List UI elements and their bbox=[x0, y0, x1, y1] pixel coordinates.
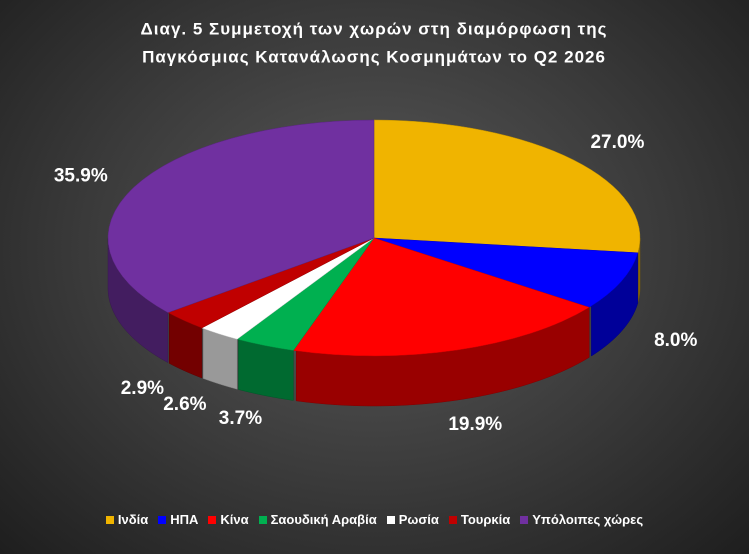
legend-item: Κίνα bbox=[208, 512, 249, 527]
data-label: 19.9% bbox=[448, 414, 502, 435]
chart-title: Διαγ. 5 Συμμετοχή των χωρών στη διαμόρφω… bbox=[141, 19, 608, 38]
legend-item: ΗΠΑ bbox=[158, 512, 198, 527]
data-label: 27.0% bbox=[590, 132, 644, 153]
data-label: 8.0% bbox=[654, 330, 697, 351]
legend-label: Ινδία bbox=[117, 512, 149, 527]
legend-swatch bbox=[520, 515, 529, 524]
legend-item: Σαουδική Αραβία bbox=[258, 512, 377, 527]
legend-swatch bbox=[208, 515, 217, 524]
slice bbox=[107, 119, 375, 313]
legend-item: Υπόλοιπες χώρες bbox=[520, 512, 643, 527]
legend-label: Ρωσία bbox=[398, 512, 439, 527]
legend-item: Τουρκία bbox=[448, 512, 511, 527]
data-label: 2.9% bbox=[121, 378, 164, 399]
data-label: 3.7% bbox=[219, 408, 262, 429]
legend-item: Ινδία bbox=[105, 512, 149, 527]
legend-swatch bbox=[386, 515, 395, 524]
legend-label: Υπόλοιπες χώρες bbox=[532, 512, 644, 527]
legend-item: Ρωσία bbox=[386, 512, 439, 527]
legend-label: Σαουδική Αραβία bbox=[270, 512, 377, 527]
legend-label: Τουρκία bbox=[460, 512, 511, 527]
legend-swatch bbox=[158, 515, 167, 524]
legend-swatch bbox=[448, 515, 457, 524]
chart-title: Παγκόσμιας Κατανάλωσης Κοσμημάτων το Q2 … bbox=[142, 47, 606, 66]
slice bbox=[292, 237, 590, 357]
slice bbox=[373, 237, 639, 308]
legend-label: ΗΠΑ bbox=[170, 512, 199, 527]
slice bbox=[373, 119, 641, 254]
legend-swatch bbox=[258, 515, 267, 524]
legend-label: Κίνα bbox=[220, 512, 249, 527]
legend-swatch bbox=[105, 515, 114, 524]
data-label: 2.6% bbox=[163, 394, 206, 415]
data-label: 35.9% bbox=[54, 165, 108, 186]
legend: Ινδία ΗΠΑ Κίνα Σαουδική Αραβία Ρωσία Τουρκία Υ… bbox=[0, 512, 749, 527]
